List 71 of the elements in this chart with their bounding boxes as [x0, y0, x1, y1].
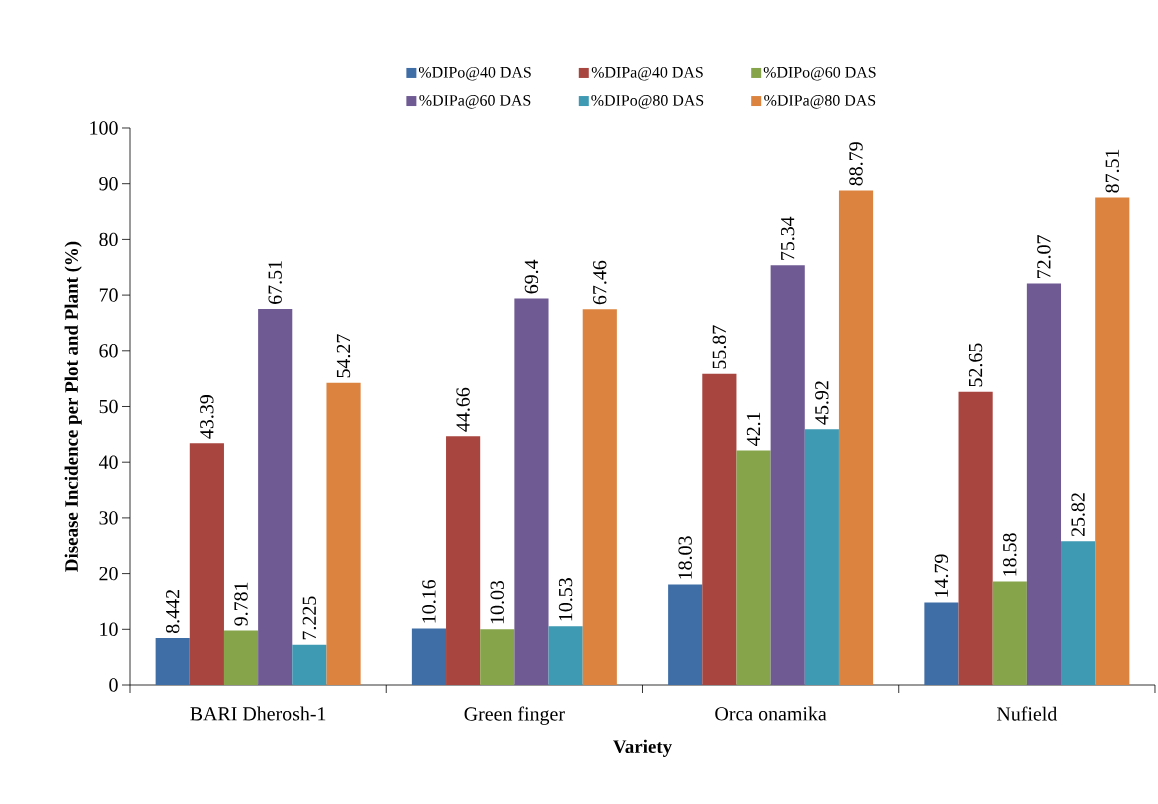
bar — [702, 373, 737, 685]
bar — [480, 629, 515, 685]
bar — [446, 436, 481, 685]
bar — [223, 630, 259, 685]
y-tick-label: 30 — [99, 511, 118, 525]
bar — [668, 584, 703, 685]
legend-label: %DIPo@40 DAS — [418, 66, 531, 81]
bar — [924, 602, 959, 685]
y-tick-label: 40 — [98, 455, 118, 469]
data-label: 87.51 — [1105, 149, 1120, 193]
data-label: 25.82 — [1071, 493, 1085, 537]
data-label: 88.79 — [849, 142, 863, 186]
y-tick-label: 90 — [99, 176, 118, 191]
data-label: 9.781 — [234, 582, 248, 626]
bar — [411, 628, 447, 685]
data-label: 10.16 — [422, 579, 436, 623]
bar — [548, 626, 583, 685]
data-label: 10.53 — [558, 578, 573, 621]
y-tick-label: 10 — [100, 622, 118, 637]
bar — [189, 443, 224, 685]
bar — [958, 391, 993, 685]
data-label: 42.1 — [746, 412, 761, 446]
legend-label: %DIPa@80 DAS — [764, 95, 876, 109]
data-label: 45.92 — [815, 381, 829, 425]
x-axis-title: Variety — [613, 739, 672, 757]
x-tick-label: BARI Dherosh-1 — [190, 706, 326, 721]
bar — [1061, 541, 1096, 685]
bar — [514, 298, 549, 685]
data-label: 7.225 — [302, 596, 317, 640]
data-label: 8.442 — [165, 590, 180, 634]
data-label: 75.34 — [780, 216, 795, 260]
x-tick-label: Nufield — [997, 706, 1058, 721]
bar — [736, 450, 771, 685]
data-label: 52.65 — [968, 343, 983, 387]
legend-label: %DIPa@60 DAS — [419, 95, 531, 109]
bar — [770, 265, 805, 685]
y-tick-label: 70 — [99, 288, 118, 302]
bar — [326, 382, 361, 685]
bar — [804, 429, 839, 685]
data-label: 69.4 — [524, 259, 539, 294]
data-label: 10.03 — [490, 580, 505, 624]
legend-label: %DIPa@40 DAS — [591, 66, 703, 81]
y-tick-label: 0 — [109, 678, 118, 692]
bar — [992, 581, 1027, 685]
data-label: 14.79 — [934, 554, 949, 597]
data-label: 18.03 — [678, 536, 692, 579]
data-label: 67.51 — [268, 261, 282, 304]
bar — [155, 637, 190, 685]
y-tick-label: 50 — [99, 399, 118, 414]
y-tick-label: 80 — [99, 232, 118, 247]
x-tick-label: Green finger — [464, 706, 565, 725]
legend-label: %DIPo@80 DAS — [591, 95, 704, 109]
y-axis-title: Disease Incidence per Plot and Plant (%) — [64, 241, 82, 572]
data-label: 55.87 — [712, 325, 727, 369]
y-tick-label: 60 — [99, 344, 118, 358]
data-label: 54.27 — [336, 334, 351, 378]
data-label: 44.66 — [456, 387, 470, 432]
data-label: 43.39 — [200, 395, 214, 439]
data-label: 67.46 — [593, 260, 607, 305]
bar — [582, 309, 617, 685]
x-tick-label: Orca onamika — [715, 706, 827, 721]
bar — [1095, 197, 1130, 685]
y-tick-label: 20 — [99, 566, 118, 581]
bar — [258, 308, 293, 685]
y-tick-label: 100 — [90, 121, 118, 135]
data-label: 72.07 — [1037, 235, 1051, 279]
bar — [292, 644, 327, 685]
data-label: 18.58 — [1003, 533, 1017, 576]
bar — [1026, 283, 1062, 685]
legend-label: %DIPo@60 DAS — [763, 66, 876, 81]
bar — [838, 190, 874, 685]
